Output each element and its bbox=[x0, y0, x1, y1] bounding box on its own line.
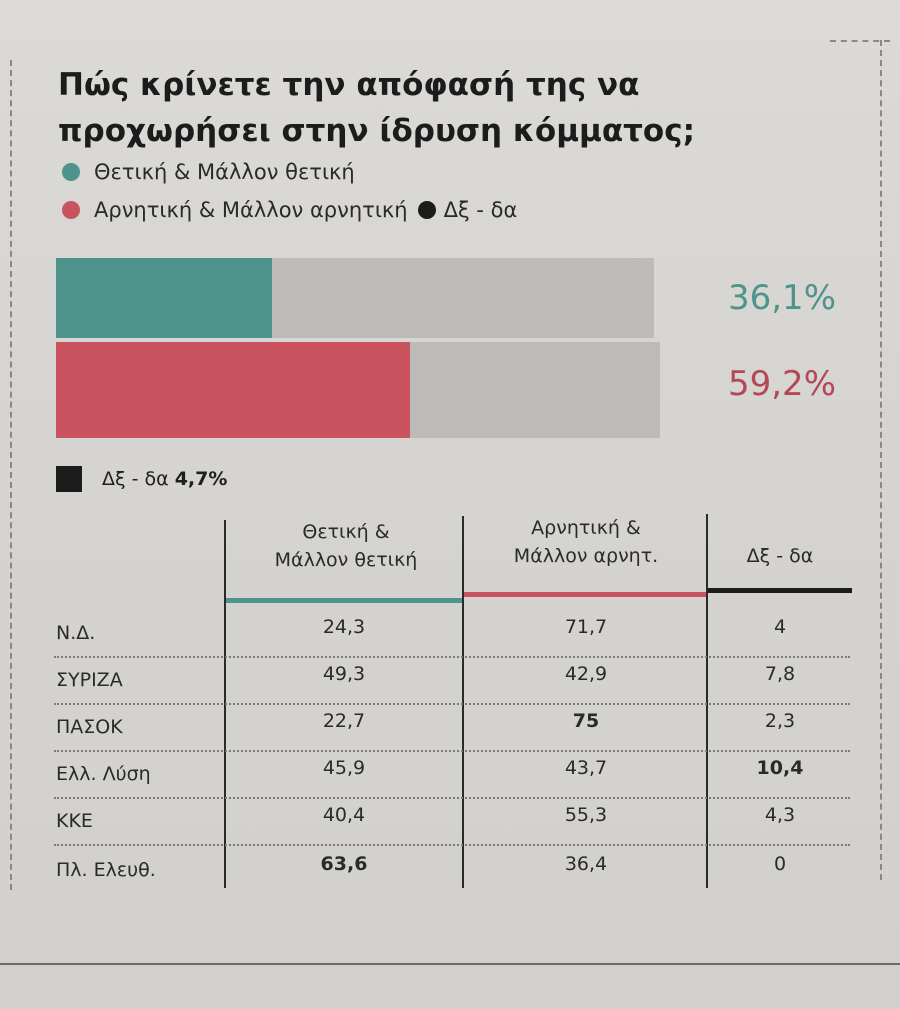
table-cell-positive: 45,9 bbox=[322, 757, 366, 779]
col-header-positive: Θετική & Μάλλον θετική bbox=[232, 518, 460, 574]
dk-summary-label: Δξ - δα bbox=[102, 468, 169, 490]
table-cell-positive: 63,6 bbox=[320, 853, 368, 875]
table-cell-dk: 7,8 bbox=[764, 663, 796, 685]
row-label: Ελλ. Λύση bbox=[56, 763, 151, 785]
legend-dk-label: Δξ - δα bbox=[443, 198, 518, 222]
row-divider bbox=[54, 844, 850, 846]
row-label: ΚΚΕ bbox=[56, 810, 93, 832]
col-header-negative: Αρνητική & Μάλλον αρνητ. bbox=[470, 514, 702, 570]
top-cut-line bbox=[830, 40, 890, 42]
row-divider bbox=[54, 703, 850, 705]
table-cell-negative: 36,4 bbox=[564, 853, 608, 875]
bottom-rule bbox=[0, 963, 900, 965]
table-cell-dk: 10,4 bbox=[756, 757, 804, 779]
legend-positive-label: Θετική & Μάλλον θετική bbox=[94, 160, 355, 184]
row-label: ΣΥΡΙΖΑ bbox=[56, 669, 123, 691]
row-label: Πλ. Ελευθ. bbox=[56, 859, 156, 881]
bar-positive bbox=[56, 258, 272, 338]
table-cell-dk: 0 bbox=[773, 853, 787, 875]
table-cell-negative: 75 bbox=[572, 710, 600, 732]
col-header-positive-line1: Θετική & bbox=[302, 521, 390, 543]
table-cell-positive: 40,4 bbox=[322, 804, 366, 826]
row-divider bbox=[54, 797, 850, 799]
bar-label-negative: 59,2% bbox=[727, 364, 836, 404]
table-cell-negative: 55,3 bbox=[564, 804, 608, 826]
row-divider bbox=[54, 750, 850, 752]
legend-negative-label: Αρνητική & Μάλλον αρνητική bbox=[94, 198, 408, 222]
left-cut-line bbox=[10, 60, 12, 890]
table-cell-positive: 24,3 bbox=[322, 616, 366, 638]
table-cell-dk: 2,3 bbox=[764, 710, 796, 732]
table-cell-negative: 43,7 bbox=[564, 757, 608, 779]
table-cell-positive: 49,3 bbox=[322, 663, 366, 685]
dk-summary: Δξ - δα 4,7% bbox=[56, 466, 227, 492]
col-header-positive-line2: Μάλλον θετική bbox=[274, 549, 418, 571]
table-cell-negative: 71,7 bbox=[564, 616, 608, 638]
row-divider bbox=[54, 656, 850, 658]
bar-negative bbox=[56, 342, 411, 438]
bar-track-negative bbox=[56, 342, 660, 438]
col-header-dk-line2: Δξ - δα bbox=[746, 545, 814, 567]
dk-summary-value: 4,7% bbox=[174, 468, 228, 490]
legend-dk-dot bbox=[417, 201, 436, 219]
table-cell-positive: 22,7 bbox=[322, 710, 366, 732]
legend-positive-dot bbox=[62, 163, 80, 181]
table-vline-3 bbox=[706, 514, 708, 888]
legend-positive: Θετική & Μάλλον θετική bbox=[62, 160, 355, 184]
col-header-dk: Δξ - δα bbox=[712, 542, 848, 570]
table-vline-2 bbox=[462, 516, 464, 888]
col-band-positive bbox=[226, 598, 462, 603]
row-label: Ν.Δ. bbox=[56, 622, 96, 644]
right-cut-line bbox=[880, 40, 882, 880]
col-band-dk bbox=[708, 588, 852, 593]
row-label: ΠΑΣΟΚ bbox=[56, 716, 123, 738]
col-band-negative bbox=[464, 592, 706, 597]
table-cell-dk: 4,3 bbox=[764, 804, 796, 826]
bar-label-positive: 36,1% bbox=[727, 278, 836, 318]
col-header-negative-line2: Μάλλον αρνητ. bbox=[513, 545, 659, 567]
chart-title: Πώς κρίνετε την απόφασή της να προχωρήσε… bbox=[58, 67, 695, 149]
col-header-negative-line1: Αρνητική & bbox=[531, 517, 641, 539]
legend-negative: Αρνητική & Μάλλον αρνητική Δξ - δα bbox=[62, 198, 517, 222]
legend-negative-dot bbox=[62, 201, 80, 219]
dk-square-icon bbox=[56, 466, 82, 492]
table-cell-negative: 42,9 bbox=[564, 663, 608, 685]
bar-track-positive bbox=[56, 258, 654, 338]
table-cell-dk: 4 bbox=[773, 616, 787, 638]
